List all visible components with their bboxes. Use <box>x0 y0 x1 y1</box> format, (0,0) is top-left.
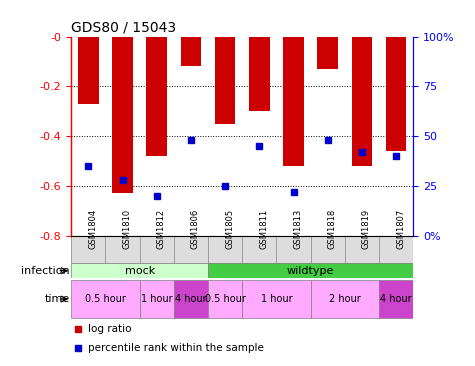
Text: wildtype: wildtype <box>287 266 334 276</box>
FancyBboxPatch shape <box>208 263 413 278</box>
Text: 1 hour: 1 hour <box>141 294 172 304</box>
Text: GSM1818: GSM1818 <box>328 209 337 249</box>
Bar <box>215 37 236 124</box>
FancyBboxPatch shape <box>174 280 208 318</box>
Bar <box>352 37 372 166</box>
Text: mock: mock <box>124 266 155 276</box>
Text: log ratio: log ratio <box>88 324 132 334</box>
FancyBboxPatch shape <box>140 280 174 318</box>
Text: 0.5 hour: 0.5 hour <box>205 294 246 304</box>
Text: GSM1806: GSM1806 <box>191 209 200 249</box>
Text: GSM1811: GSM1811 <box>259 209 268 249</box>
Text: GSM1812: GSM1812 <box>157 209 166 249</box>
FancyBboxPatch shape <box>242 280 311 318</box>
Text: GSM1813: GSM1813 <box>294 209 303 249</box>
Text: GSM1819: GSM1819 <box>362 209 371 249</box>
Text: time: time <box>44 294 69 304</box>
FancyBboxPatch shape <box>71 263 208 278</box>
FancyBboxPatch shape <box>71 236 413 263</box>
Bar <box>112 37 133 193</box>
Text: percentile rank within the sample: percentile rank within the sample <box>88 343 264 353</box>
Text: 4 hour: 4 hour <box>175 294 207 304</box>
FancyBboxPatch shape <box>311 280 379 318</box>
Text: GSM1807: GSM1807 <box>396 209 405 249</box>
Text: 1 hour: 1 hour <box>261 294 292 304</box>
FancyBboxPatch shape <box>208 280 242 318</box>
Text: GSM1810: GSM1810 <box>123 209 132 249</box>
Bar <box>146 37 167 156</box>
Bar <box>386 37 407 151</box>
Bar <box>249 37 270 111</box>
Bar <box>78 37 99 104</box>
Text: GSM1804: GSM1804 <box>88 209 97 249</box>
FancyBboxPatch shape <box>379 280 413 318</box>
Text: 0.5 hour: 0.5 hour <box>85 294 126 304</box>
Text: 2 hour: 2 hour <box>329 294 361 304</box>
Text: infection: infection <box>21 266 69 276</box>
Text: GSM1805: GSM1805 <box>225 209 234 249</box>
FancyBboxPatch shape <box>71 280 140 318</box>
Text: GDS80 / 15043: GDS80 / 15043 <box>71 20 176 34</box>
Bar <box>317 37 338 69</box>
Bar <box>180 37 201 67</box>
Text: 4 hour: 4 hour <box>380 294 412 304</box>
Bar <box>283 37 304 166</box>
